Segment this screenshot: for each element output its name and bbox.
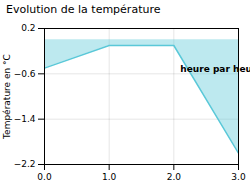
svg-text:−0.6: −0.6 bbox=[14, 69, 36, 79]
svg-text:0.2: 0.2 bbox=[21, 23, 35, 33]
svg-text:heure par heure: heure par heure bbox=[180, 64, 250, 74]
html-text:Evolution de la température: Evolution de la température bbox=[6, 3, 161, 16]
svg-text:−2.2: −2.2 bbox=[14, 159, 36, 169]
svg-text:−1.4: −1.4 bbox=[14, 114, 36, 124]
svg-text:0.0: 0.0 bbox=[37, 172, 52, 182]
svg-text:1.0: 1.0 bbox=[102, 172, 117, 182]
svg-text:3.0: 3.0 bbox=[231, 172, 246, 182]
svg-text:2.0: 2.0 bbox=[167, 172, 182, 182]
svg-text:Température en °C: Température en °C bbox=[2, 54, 12, 140]
